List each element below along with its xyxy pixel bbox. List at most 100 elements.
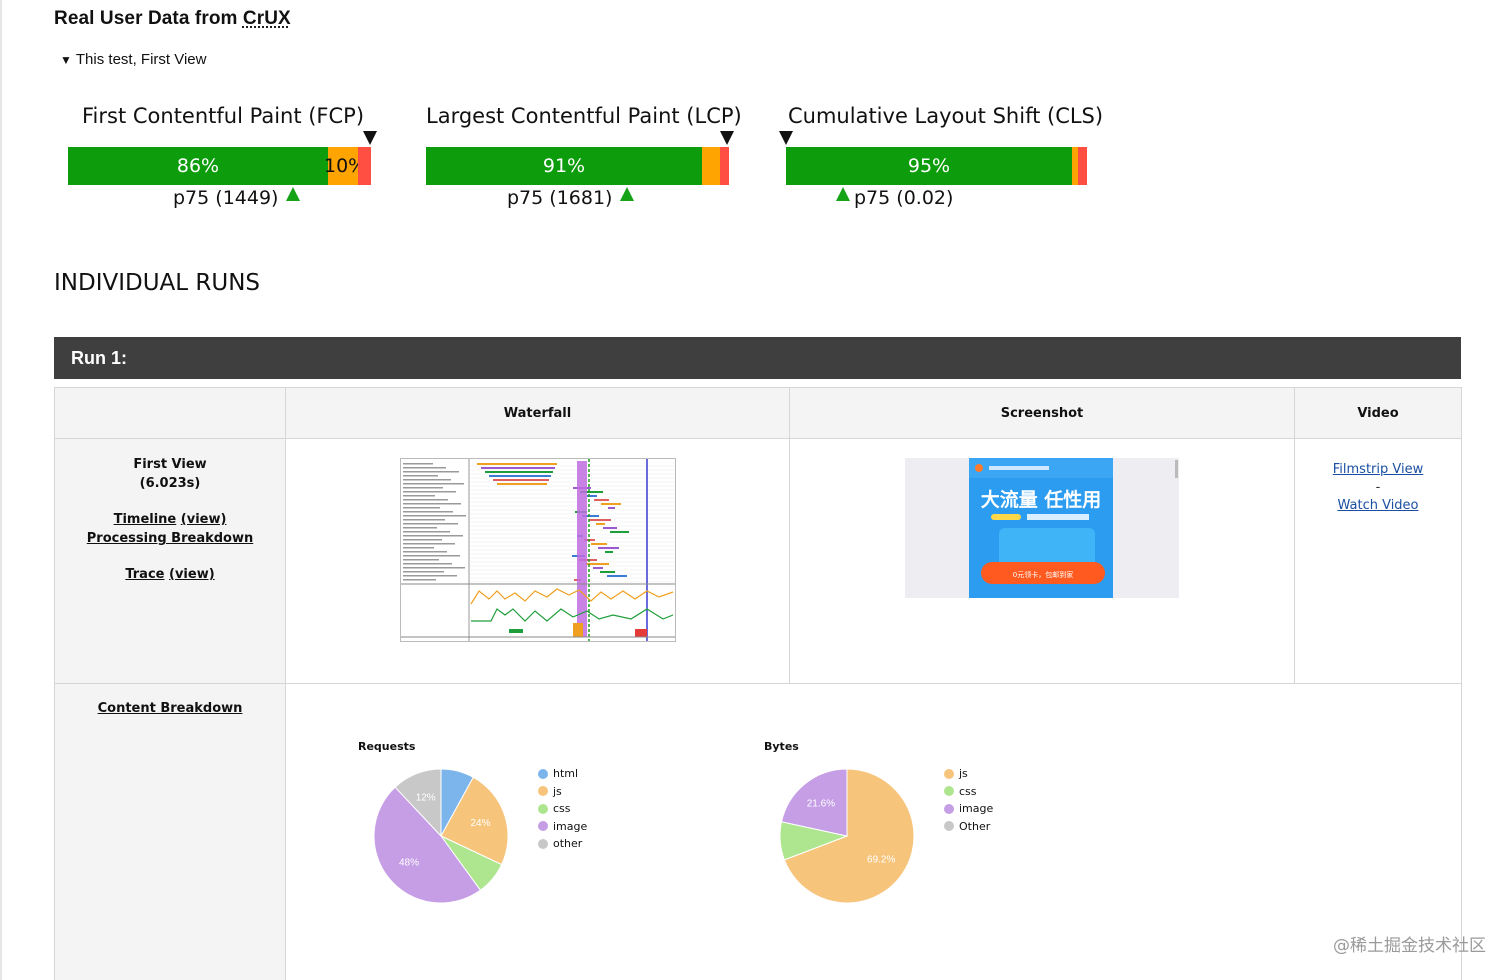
timeline-row: Timeline (view) [55, 510, 285, 529]
waterfall-request-bar [588, 519, 611, 521]
legend-item[interactable]: js [944, 765, 993, 783]
triangle-up-icon [836, 187, 850, 201]
waterfall-request-bar [496, 483, 547, 485]
timeline-link[interactable]: Timeline [113, 512, 177, 527]
video-link-separator: - [1375, 480, 1381, 495]
screenshot-headline: 大流量 任性用 [981, 488, 1102, 511]
screenshot-thumbnail[interactable]: 大流量 任性用 0元领卡，包邮到家 [905, 458, 1179, 598]
content-breakdown-link[interactable]: Content Breakdown [97, 701, 243, 716]
p75-label: p75 (0.02) [854, 187, 954, 209]
trace-view-link[interactable]: (view) [169, 567, 215, 582]
waterfall-request-bar [488, 475, 551, 477]
content-breakdown-cell: Content Breakdown [54, 683, 286, 980]
filmstrip-view-link[interactable]: Filmstrip View [1332, 462, 1424, 477]
legend-item[interactable]: image [944, 800, 993, 818]
waterfall-request-bar [484, 471, 553, 473]
waterfall-request-bar [595, 523, 605, 525]
pie-legend: js css image Other [944, 765, 993, 835]
pie-chart-title: Bytes [764, 740, 799, 753]
metric-title: Largest Contentful Paint (LCP) [426, 104, 742, 128]
crux-title-text: Real User Data from [54, 8, 243, 29]
good-label: 91% [542, 155, 586, 177]
waterfall-row-label [402, 563, 452, 565]
legend-item[interactable]: Other [944, 818, 993, 836]
video-cell: Filmstrip View - Watch Video [1294, 438, 1462, 684]
waterfall-row-label [402, 539, 442, 541]
legend-item[interactable]: css [944, 783, 993, 801]
waterfall-request-bar [604, 551, 613, 553]
waterfall-row-label [402, 579, 436, 581]
legend-label: image [959, 802, 994, 816]
p75-label: p75 (1681) [507, 187, 613, 209]
waterfall-request-bar [581, 515, 599, 517]
waterfall-request-bar [599, 571, 615, 573]
screenshot-button-text: 0元领卡，包邮到家 [1013, 570, 1073, 579]
trace-link[interactable]: Trace [125, 567, 165, 582]
bar-needs-improvement [702, 147, 720, 185]
legend-swatch [538, 786, 548, 797]
waterfall-row-label [402, 543, 455, 545]
marker-down-icon [779, 131, 793, 145]
pie-legend: html js css image other [538, 765, 587, 853]
legend-item[interactable]: js [538, 783, 587, 801]
waterfall-row-label [402, 523, 458, 525]
waterfall-request-bar [607, 507, 615, 509]
watch-video-link[interactable]: Watch Video [1337, 498, 1419, 513]
waterfall-thumbnail[interactable] [399, 458, 676, 642]
bar-poor [1078, 147, 1087, 185]
waterfall-request-bar [578, 559, 597, 561]
timeline-view-link[interactable]: (view) [180, 512, 227, 527]
waterfall-request-bar [600, 503, 621, 505]
p75-readout: p75 (1449) [173, 187, 301, 209]
left-rule [0, 0, 2, 980]
waterfall-row-label [402, 575, 457, 577]
first-view-toggle[interactable]: ▼ This test, First View [60, 51, 206, 68]
legend-swatch [944, 768, 954, 779]
pie-slice-js[interactable] [440, 776, 509, 866]
waterfall-row-label [402, 491, 456, 493]
first-view-label: First View [133, 457, 207, 472]
pie-slice-other[interactable] [394, 768, 442, 838]
legend-swatch [538, 838, 548, 849]
waterfall-request-bar [602, 527, 617, 529]
crux-title: Real User Data from CrUX [54, 8, 291, 30]
legend-item[interactable]: css [538, 800, 587, 818]
waterfall-row-label [402, 463, 433, 465]
pie-slice-js[interactable] [783, 768, 915, 904]
waterfall-row-label [402, 507, 440, 509]
p75-readout: p75 (0.02) [836, 187, 953, 209]
results-table: Waterfall Screenshot Video First View (6… [54, 387, 1462, 980]
first-view-time: (6.023s) [139, 476, 201, 491]
waterfall-request-bar [606, 575, 627, 577]
waterfall-request-bar [597, 547, 619, 549]
legend-item[interactable]: html [538, 765, 587, 783]
waterfall-row-label [402, 515, 466, 517]
triangle-down-icon: ▼ [60, 52, 72, 67]
waterfall-request-bar [592, 567, 603, 569]
metric-title: First Contentful Paint (FCP) [82, 104, 365, 128]
waterfall-request-bar [480, 467, 555, 469]
waterfall-row-label [402, 531, 450, 533]
waterfall-request-bar [579, 491, 603, 493]
legend-label: image [553, 819, 588, 833]
metric-fcp: First Contentful Paint (FCP) 86% 10% p75… [68, 104, 377, 209]
pie-data-label: 69.2% [867, 855, 895, 866]
waterfall-row-label [402, 471, 459, 473]
legend-item[interactable]: other [538, 835, 587, 853]
waterfall-row-label [402, 479, 451, 481]
pie-chart-title: Requests [358, 740, 416, 753]
metric-bar: 86% 10% [68, 147, 371, 185]
pie-slice-image[interactable] [373, 786, 482, 904]
metric-lcp: Largest Contentful Paint (LCP) 91% p75 (… [426, 104, 742, 209]
waterfall-row-label [402, 535, 463, 537]
good-label: 95% [907, 155, 951, 177]
legend-item[interactable]: image [538, 818, 587, 836]
pie-slice-image[interactable] [780, 768, 848, 837]
individual-runs-title: INDIVIDUAL RUNS [54, 270, 261, 296]
waterfall-row-label [402, 559, 439, 561]
bar-poor [358, 147, 371, 185]
waterfall-row-label [402, 475, 438, 477]
processing-breakdown-link[interactable]: Processing Breakdown [86, 531, 254, 546]
marker-down-icon [720, 131, 734, 145]
waterfall-request-bar [609, 531, 629, 533]
